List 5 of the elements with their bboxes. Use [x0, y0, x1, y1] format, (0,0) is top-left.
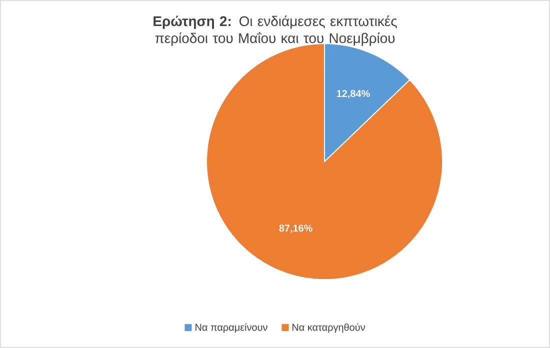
chart-title: Ερώτηση 2: Οι ενδιάμεσες εκπτωτικές περίοδοι του Μαΐου και του Νοεμβρίου — [154, 16, 397, 46]
legend-label: Να καταργηθούν — [292, 323, 365, 333]
data-label: 12,84% — [336, 90, 370, 99]
legend-label: Να παραμείνουν — [196, 323, 268, 333]
data-label: 87,16% — [279, 224, 312, 234]
